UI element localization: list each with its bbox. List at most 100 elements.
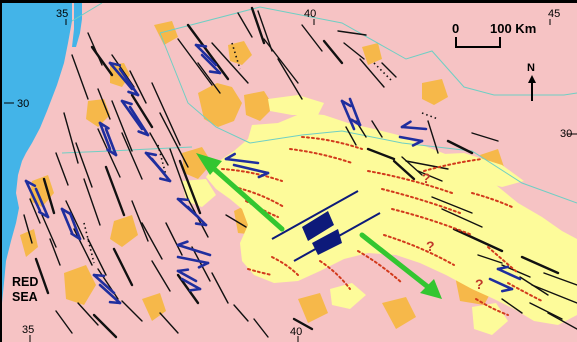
red-dotted-fault	[383, 234, 455, 266]
fault-trace	[531, 284, 577, 304]
shear-arrow-icon	[348, 97, 362, 127]
graticule-label-top-45: 45	[548, 8, 560, 20]
shear-arrow-icon	[108, 61, 134, 91]
shear-arrow-icon	[186, 205, 208, 227]
fault-trace	[237, 12, 253, 38]
graticule-label-right-30: 30	[560, 128, 572, 140]
graticule-label-bottom-40: 40	[290, 326, 302, 338]
red-dotted-fault	[367, 170, 453, 194]
fault-trace	[392, 159, 416, 181]
shear-arrow-icon	[98, 283, 122, 305]
fault-trace	[301, 24, 323, 52]
red-dotted-fault	[289, 148, 353, 164]
scale-zero-label: 0	[452, 21, 459, 36]
fault-trace	[87, 238, 107, 276]
fault-trace	[263, 38, 299, 84]
shear-arrow-icon	[68, 211, 82, 241]
map-frame: ? ? ? 35 40 45 30 30 35 40 RED SEA 0 100…	[2, 3, 577, 342]
fault-trace	[131, 200, 149, 242]
graticule-label-left-30: 30	[17, 98, 29, 110]
fault-trace	[55, 152, 69, 186]
shear-arrow-icon	[120, 99, 144, 131]
red-dotted-fault	[507, 282, 543, 302]
fault-trace	[191, 246, 211, 282]
fault-trace	[151, 260, 171, 292]
fault-trace	[23, 214, 33, 244]
fault-trace	[343, 42, 365, 60]
fault-trace	[151, 82, 181, 146]
scale-bar: 0 100 Km	[452, 21, 536, 48]
fault-trace	[441, 208, 483, 228]
fault-trace	[121, 300, 143, 322]
fault-trace	[129, 70, 147, 104]
fault-trace	[233, 304, 249, 322]
shear-arrow-icon	[104, 127, 118, 157]
shear-arrow-icon	[398, 135, 424, 147]
geologic-fault-map: ? ? ? 35 40 45 30 30 35 40 RED SEA 0 100…	[2, 3, 577, 342]
fault-trace	[42, 177, 56, 215]
fault-trace	[169, 148, 189, 200]
red-dotted-fault	[423, 158, 483, 172]
fault-trace	[211, 272, 229, 304]
extension-arrows	[196, 153, 442, 299]
fault-trace	[149, 132, 169, 166]
red-dotted-fault	[381, 188, 461, 214]
fault-trace	[381, 62, 397, 78]
shear-arrow-icon	[24, 179, 42, 213]
fault-trace	[141, 222, 163, 260]
red-dotted-fault	[471, 192, 513, 208]
shear-arrow-icon	[176, 255, 210, 269]
shear-arrow-icon	[232, 163, 270, 179]
fault-trace	[477, 254, 503, 264]
fault-trace	[65, 200, 85, 240]
red-sea-area	[2, 3, 72, 303]
fault-trace	[92, 313, 118, 339]
shear-arrow-icon	[496, 265, 522, 281]
fault-trace	[186, 23, 230, 81]
fault-trace	[165, 222, 183, 256]
red-dotted-fault	[391, 208, 473, 236]
shear-arrow-icon	[340, 99, 356, 131]
inferred-fault-trace	[421, 112, 439, 120]
fault-trace	[322, 39, 344, 65]
fault-trace	[520, 255, 560, 275]
red-dotted-fault	[247, 268, 273, 276]
fault-trace	[405, 160, 449, 170]
fault-trace	[277, 58, 303, 100]
fault-trace	[529, 302, 563, 320]
gulf-of-aqaba	[72, 3, 82, 47]
graticule-label-bottom-35: 35	[22, 324, 34, 336]
fault-trace	[337, 30, 367, 36]
fault-trace	[431, 196, 473, 214]
shear-arrow-icon	[194, 43, 218, 67]
fault-trace	[49, 238, 61, 266]
pull-apart-block	[271, 190, 381, 262]
fault-trace	[104, 165, 126, 217]
fault-trace	[471, 132, 499, 142]
fault-trace	[83, 178, 101, 226]
graticule-ticks	[4, 19, 577, 342]
fault-trace	[253, 318, 269, 338]
question-mark-3: ?	[475, 276, 484, 292]
red-dotted-fault	[301, 136, 363, 150]
inferred-fault-trace	[231, 42, 241, 70]
shear-arrow-icon	[118, 67, 140, 97]
fault-trace	[159, 312, 179, 334]
shear-arrow-icon	[92, 273, 116, 295]
red-dotted-fault	[271, 256, 299, 276]
fault-trace	[71, 54, 89, 100]
fault-trace	[29, 198, 41, 224]
question-mark-1: ?	[422, 170, 431, 186]
fault-trace	[41, 214, 57, 248]
north-arrow-icon: N	[527, 62, 536, 101]
fault-trace	[501, 298, 523, 314]
fault-lines	[23, 6, 577, 339]
fault-trace	[543, 272, 577, 286]
fault-trace	[55, 310, 73, 334]
graticule-label-top-35: 35	[56, 8, 68, 20]
red-dotted-fault	[319, 260, 351, 290]
fault-trace	[178, 159, 202, 215]
fault-trace	[211, 42, 249, 84]
fault-trace	[452, 227, 504, 253]
red-dotted-fault	[487, 246, 519, 274]
